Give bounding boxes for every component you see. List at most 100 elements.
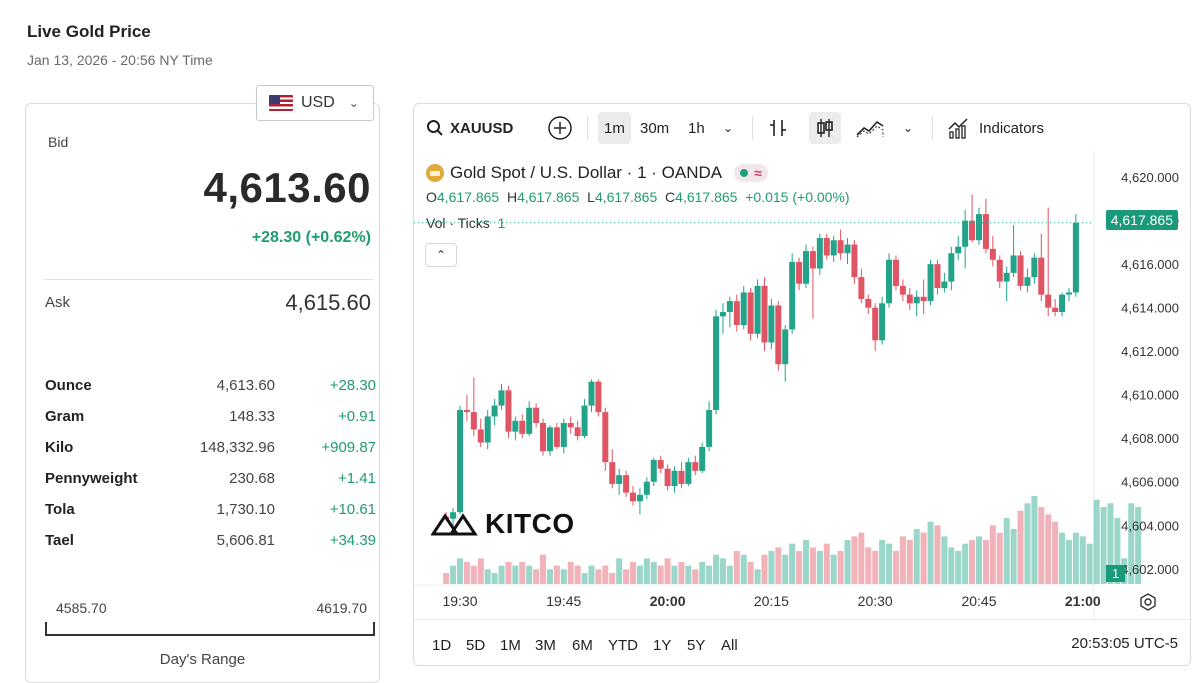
y-tick-label: 4,604.000 — [1121, 518, 1179, 533]
volume-bar — [754, 569, 761, 584]
bar-replay-button[interactable] — [767, 112, 789, 144]
interval-1m[interactable]: 1m — [598, 112, 631, 144]
volume-bar — [1135, 507, 1142, 584]
divider — [414, 619, 1190, 620]
range-1d[interactable]: 1D — [432, 637, 452, 654]
volume-bar — [581, 573, 588, 584]
interval-30m[interactable]: 30m — [640, 119, 670, 137]
y-tick-label: 4,610.000 — [1121, 388, 1179, 403]
volume-bar — [1079, 536, 1086, 584]
day-range-low: 4585.70 — [56, 600, 107, 616]
add-circle-icon — [548, 116, 572, 140]
range-5d[interactable]: 5D — [466, 637, 486, 654]
chart-type-dropdown[interactable]: ⌄ — [903, 112, 913, 144]
volume-legend: Vol · Ticks 1 — [426, 215, 505, 231]
unit-name: Kilo — [45, 439, 74, 456]
volume-bar — [872, 551, 879, 584]
volume-bar — [650, 562, 657, 584]
x-tick-label: 20:45 — [961, 593, 996, 609]
volume-bar — [816, 551, 823, 584]
wave-icon: ≈ — [754, 165, 762, 181]
volume-bar — [934, 525, 941, 584]
volume-bar — [1031, 496, 1038, 584]
range-3m[interactable]: 3M — [535, 637, 556, 654]
symbol-search[interactable]: XAUUSD — [426, 112, 513, 144]
volume-bar — [830, 554, 837, 584]
compare-button[interactable] — [547, 112, 573, 144]
low-label: L — [587, 189, 595, 205]
volume-label: Vol · Ticks — [426, 215, 490, 231]
market-status-pill[interactable]: ≈ — [734, 164, 768, 182]
chevron-up-icon: ⌃ — [435, 248, 447, 262]
candle — [976, 214, 982, 241]
range-5y[interactable]: 5Y — [687, 637, 706, 654]
candle — [1059, 294, 1066, 313]
bid-label: Bid — [48, 134, 69, 150]
candle — [581, 405, 588, 437]
range-all[interactable]: All — [721, 637, 738, 654]
volume-bar — [1072, 532, 1079, 584]
volume-bar — [664, 558, 671, 584]
volume-bar — [906, 540, 913, 584]
candle — [899, 285, 906, 295]
volume-bar — [657, 565, 664, 584]
volume-bar — [803, 540, 809, 584]
unit-row-tola: Tola 1,730.10 +10.61 — [45, 494, 376, 525]
candle — [512, 420, 519, 432]
change-value: +0.015 (+0.00%) — [745, 189, 850, 205]
range-6m[interactable]: 6M — [572, 637, 593, 654]
volume-bar — [865, 547, 872, 584]
candle — [609, 462, 616, 484]
day-range-bar — [45, 622, 375, 636]
candle — [747, 292, 754, 334]
collapse-legend-button[interactable]: ⌃ — [425, 243, 457, 267]
volume-bar — [526, 565, 533, 584]
volume-bar — [1100, 507, 1107, 584]
x-tick-label: 20:15 — [754, 593, 789, 609]
candlestick-chart[interactable]: 4,620.0004,618.0004,616.0004,614.0004,61… — [414, 151, 1191, 621]
chart-type-area[interactable] — [855, 112, 885, 144]
volume-value: 1 — [497, 215, 506, 231]
indicators-button[interactable]: Indicators — [947, 112, 1044, 144]
candle — [540, 422, 547, 452]
last-price-tag: 4,617.865 — [1105, 210, 1178, 230]
unit-name: Ounce — [45, 377, 92, 394]
candle — [616, 475, 623, 484]
candle — [574, 427, 581, 437]
volume-bar — [692, 569, 699, 584]
volume-bar — [879, 540, 886, 584]
volume-bar — [1052, 521, 1059, 584]
volume-bar — [899, 536, 906, 584]
candle — [851, 244, 858, 278]
candle — [948, 253, 955, 282]
range-ytd[interactable]: YTD — [608, 637, 638, 654]
timezone-clock[interactable]: 20:53:05 UTC-5 — [1071, 635, 1178, 652]
volume-bar — [969, 540, 976, 584]
volume-bar — [553, 565, 560, 584]
y-tick-label: 4,602.000 — [1121, 562, 1179, 577]
chart-type-candles[interactable] — [809, 112, 841, 144]
candle — [761, 285, 768, 343]
volume-bar — [609, 573, 616, 584]
candle — [726, 301, 733, 313]
range-1m[interactable]: 1M — [500, 637, 521, 654]
candle — [955, 246, 962, 254]
unit-name: Gram — [45, 408, 85, 425]
day-range-label: Day's Range — [159, 651, 246, 668]
volume-bar — [706, 565, 713, 584]
candle — [706, 409, 713, 447]
volume-bar — [1086, 543, 1093, 584]
candle — [1052, 307, 1059, 313]
interval-dropdown[interactable]: ⌄ — [723, 112, 733, 144]
volume-bar — [1128, 503, 1135, 584]
interval-1h[interactable]: 1h — [688, 119, 705, 137]
candle — [719, 312, 726, 317]
settings-icon[interactable] — [1140, 593, 1156, 611]
candle — [699, 446, 706, 471]
x-tick-label: 19:45 — [546, 593, 581, 609]
range-1y[interactable]: 1Y — [653, 637, 672, 654]
currency-select[interactable]: USD ⌄ — [256, 85, 374, 121]
candle — [685, 462, 692, 484]
volume-bar — [484, 569, 491, 584]
candle — [498, 390, 505, 406]
